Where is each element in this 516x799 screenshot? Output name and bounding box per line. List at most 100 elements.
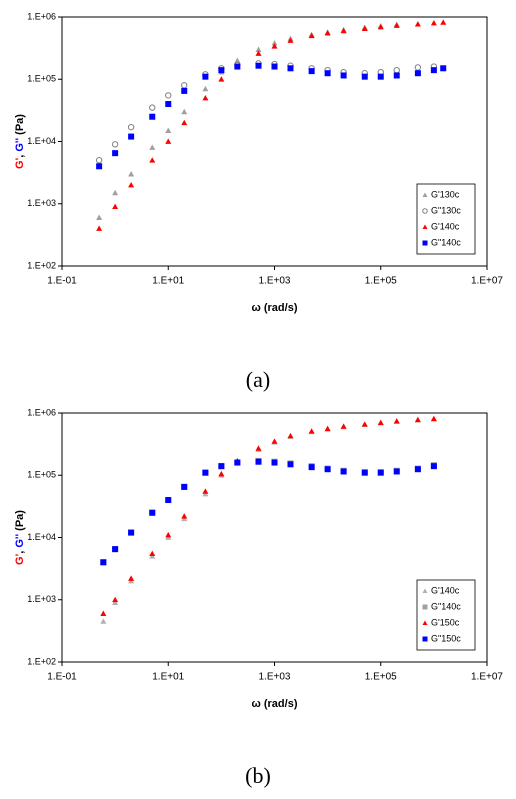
marker	[218, 470, 225, 477]
marker	[361, 469, 368, 476]
marker	[324, 425, 331, 432]
y-tick-label: 1.E+04	[27, 136, 56, 146]
legend-label: G"140c	[431, 237, 461, 247]
y-tick-label: 1.E+02	[27, 260, 56, 270]
marker	[165, 531, 172, 538]
marker	[308, 428, 315, 434]
legend-label: G"130c	[431, 205, 461, 215]
marker	[202, 73, 209, 80]
marker	[202, 94, 209, 101]
marker	[165, 92, 172, 99]
marker	[128, 171, 135, 177]
marker	[95, 157, 103, 164]
marker	[100, 559, 107, 566]
marker	[218, 463, 225, 470]
x-axis-label: ω (rad/s)	[252, 698, 298, 710]
x-tick-label: 1.E+05	[365, 276, 397, 287]
marker	[112, 596, 119, 603]
marker	[271, 43, 278, 49]
marker	[96, 163, 103, 170]
y-axis-label: G', G'' (Pa)	[14, 114, 26, 169]
marker	[181, 119, 188, 126]
plot-area	[61, 16, 488, 267]
marker	[234, 63, 241, 70]
marker	[287, 37, 294, 43]
marker	[287, 432, 294, 439]
marker	[324, 466, 331, 473]
marker	[393, 468, 400, 475]
marker	[422, 208, 428, 214]
marker	[324, 70, 331, 77]
marker	[361, 73, 368, 80]
marker	[377, 73, 384, 80]
y-tick-label: 1.E+05	[27, 74, 56, 84]
marker	[340, 423, 347, 429]
marker	[218, 76, 225, 82]
x-tick-label: 1.E+03	[259, 672, 291, 683]
marker	[181, 513, 188, 519]
marker	[393, 72, 400, 79]
marker	[128, 133, 135, 140]
marker	[287, 65, 294, 72]
marker	[149, 157, 156, 163]
marker	[255, 458, 262, 465]
y-axis-label-part: (Pa)	[14, 510, 26, 534]
caption: (a)	[246, 367, 270, 392]
y-axis-label-part: G''	[14, 534, 26, 548]
marker	[361, 25, 368, 32]
marker	[181, 483, 188, 490]
y-axis-label-part: G'	[14, 553, 26, 565]
y-tick-label: 1.E+06	[27, 407, 56, 417]
marker	[255, 445, 262, 451]
marker	[128, 575, 135, 581]
marker	[340, 468, 347, 475]
marker	[149, 104, 156, 111]
marker	[96, 225, 103, 231]
legend-label: G'140c	[431, 221, 460, 231]
x-axis-label: ω (rad/s)	[252, 302, 298, 314]
marker	[149, 509, 156, 516]
marker	[127, 123, 135, 131]
marker	[340, 72, 347, 79]
marker	[393, 418, 400, 424]
x-tick-label: 1.E-01	[47, 672, 77, 683]
marker	[234, 459, 241, 466]
x-tick-label: 1.E+07	[471, 672, 503, 683]
marker	[361, 421, 368, 427]
marker	[100, 618, 107, 624]
marker	[112, 150, 119, 157]
marker	[422, 240, 428, 246]
legend-label: G'150c	[431, 617, 460, 627]
marker	[165, 101, 172, 108]
marker	[202, 469, 209, 476]
marker	[308, 32, 315, 39]
x-tick-label: 1.E+03	[259, 276, 291, 287]
legend-label: G'130c	[431, 189, 460, 199]
x-tick-label: 1.E+07	[471, 276, 503, 287]
marker	[128, 182, 135, 188]
marker	[149, 113, 156, 120]
marker	[181, 87, 188, 94]
marker	[430, 20, 437, 26]
marker	[393, 22, 400, 28]
marker	[271, 459, 278, 466]
y-tick-label: 1.E+04	[27, 532, 56, 542]
marker	[112, 546, 119, 553]
y-tick-label: 1.E+02	[27, 656, 56, 666]
marker	[377, 24, 384, 30]
marker	[308, 68, 315, 75]
marker	[287, 461, 294, 468]
marker	[308, 464, 315, 471]
marker	[165, 127, 172, 133]
marker	[271, 40, 278, 46]
marker	[255, 46, 262, 52]
y-axis-label-part: G'	[14, 157, 26, 169]
marker	[422, 620, 428, 625]
y-axis-label-part: ,	[14, 548, 26, 554]
marker	[414, 70, 421, 77]
marker	[422, 604, 428, 610]
y-tick-label: 1.E+03	[27, 198, 56, 208]
marker	[202, 488, 209, 494]
marker	[271, 63, 278, 70]
